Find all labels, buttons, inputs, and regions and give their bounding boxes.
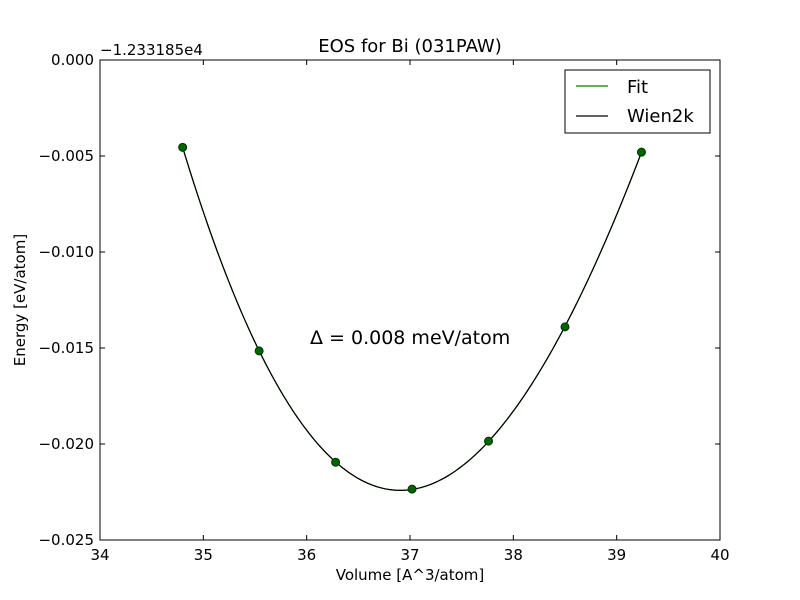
x-tick-label: 38 <box>504 546 523 564</box>
data-point <box>560 322 570 332</box>
y-tick-label: −0.020 <box>38 435 94 453</box>
y-axis-title: Energy [eV/atom] <box>11 234 29 366</box>
x-tick-label: 36 <box>297 546 316 564</box>
x-tick-label: 35 <box>194 546 213 564</box>
y-offset-label: −1.233185e4 <box>100 41 203 59</box>
delta-annotation: Δ = 0.008 meV/atom <box>310 327 510 349</box>
x-tick-label: 34 <box>90 546 109 564</box>
x-axis-ticks: 34 35 36 37 38 39 40 <box>90 60 730 564</box>
data-point <box>254 346 264 356</box>
legend-label-wien2k: Wien2k <box>627 106 694 127</box>
y-tick-label: −0.025 <box>38 531 94 549</box>
data-point <box>178 142 188 152</box>
y-tick-label: −0.005 <box>38 147 94 165</box>
y-tick-label: −0.015 <box>38 339 94 357</box>
legend-box <box>564 69 711 134</box>
legend-label-fit: Fit <box>627 77 648 98</box>
data-point <box>407 484 417 494</box>
y-tick-label: 0.000 <box>51 51 94 69</box>
y-axis-ticks: 0.000 −0.005 −0.010 −0.015 −0.020 −0.025 <box>38 51 720 549</box>
x-tick-label: 37 <box>400 546 419 564</box>
legend: Fit Wien2k <box>564 69 711 134</box>
chart-title: EOS for Bi (031PAW) <box>318 36 501 57</box>
x-tick-label: 40 <box>710 546 729 564</box>
plot-area <box>100 60 720 540</box>
data-point <box>331 457 341 467</box>
x-tick-label: 39 <box>607 546 626 564</box>
marker-layer <box>178 142 646 494</box>
data-point <box>484 436 494 446</box>
x-axis-title: Volume [A^3/atom] <box>336 566 485 584</box>
y-tick-label: −0.010 <box>38 243 94 261</box>
data-point <box>636 147 646 157</box>
